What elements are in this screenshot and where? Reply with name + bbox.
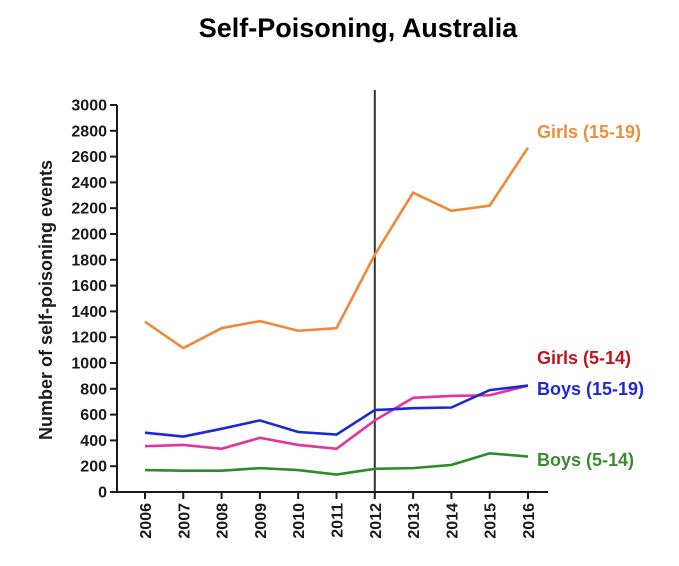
y-tick-label: 2400 — [71, 175, 107, 192]
x-tick-label: 2006 — [138, 503, 155, 539]
y-tick-label: 800 — [80, 381, 107, 398]
y-tick-label: 2000 — [71, 227, 107, 244]
y-tick-label: 2800 — [71, 123, 107, 140]
x-tick-label: 2009 — [253, 503, 270, 539]
x-tick-label: 2012 — [368, 503, 385, 539]
y-ticks-group: 0 200 400 600 800 1000 1200 1400 1600 1800 2000 220… — [71, 98, 117, 502]
chart-title: Self-Poisoning, Australia — [199, 13, 519, 43]
x-tick-label: 2014 — [444, 503, 461, 539]
series-group — [144, 146, 530, 476]
x-tick-label: 2015 — [483, 503, 500, 539]
y-tick-label: 0 — [98, 485, 107, 502]
y-tick-label: 3000 — [71, 98, 107, 115]
y-tick-label: 2200 — [71, 201, 107, 218]
x-tick-label: 2010 — [291, 503, 308, 539]
series-line-girls-5-14 — [144, 384, 529, 451]
y-tick-label: 1800 — [71, 252, 107, 269]
y-tick-label: 1400 — [71, 304, 107, 321]
series-line-boys-15-19 — [144, 384, 529, 438]
y-tick-label: 1200 — [71, 330, 107, 347]
y-tick-label: 600 — [80, 407, 107, 424]
y-tick-label: 1600 — [71, 278, 107, 295]
x-tick-label: 2016 — [521, 503, 538, 539]
x-ticks-group: 2006 2007 2008 2009 2010 2011 2012 2013 2014 2015… — [138, 492, 538, 539]
x-tick-label: 2008 — [215, 503, 232, 539]
series-line-boys-5-14 — [144, 451, 529, 476]
series-line-girls-15-19 — [144, 146, 530, 350]
y-tick-label: 200 — [80, 459, 107, 476]
series-label: Girls (5-14) — [537, 348, 631, 368]
series-label: Girls (15-19) — [537, 122, 641, 142]
axes-group — [116, 105, 548, 493]
y-tick-label: 2600 — [71, 149, 107, 166]
x-tick-label: 2013 — [406, 503, 423, 539]
series-labels-group: Girls (15-19) Girls (5-14) Boys (15-19) Boy… — [537, 122, 644, 470]
x-tick-label: 2011 — [330, 503, 347, 538]
series-label: Boys (5-14) — [537, 450, 634, 470]
series-label: Boys (15-19) — [537, 379, 644, 399]
y-axis-title: Number of self-poisoning events — [36, 160, 56, 440]
x-tick-label: 2007 — [176, 503, 193, 539]
y-tick-label: 1000 — [71, 356, 107, 373]
y-tick-label: 400 — [80, 433, 107, 450]
